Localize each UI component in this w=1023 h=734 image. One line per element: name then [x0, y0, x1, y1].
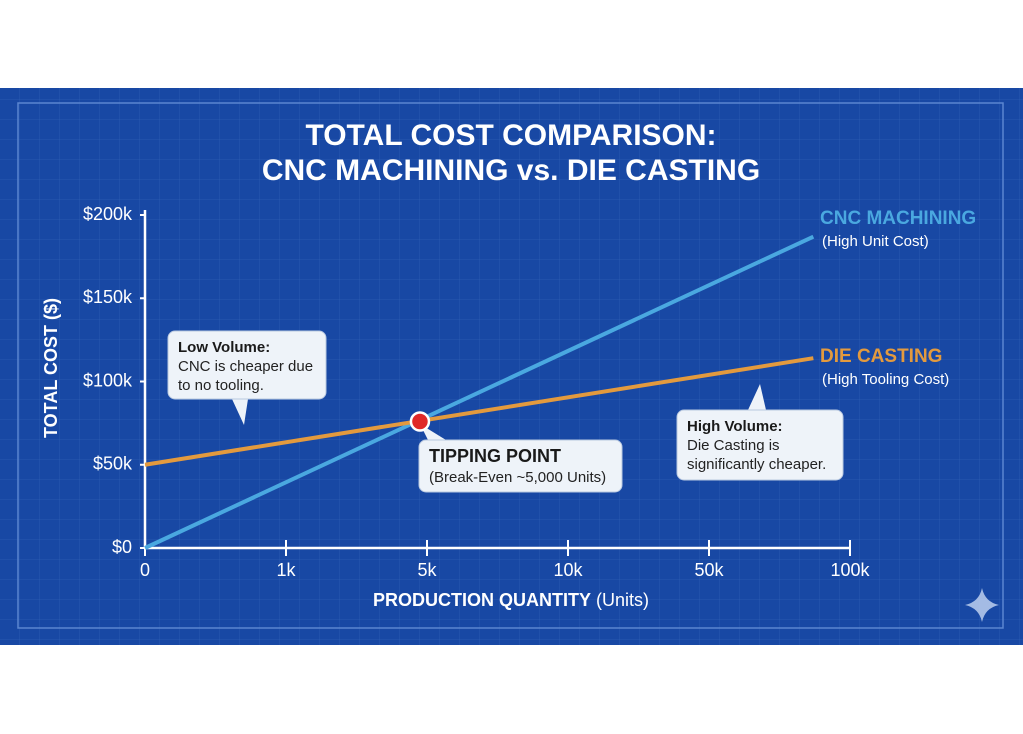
x-axis-label: PRODUCTION QUANTITY (Units)	[373, 590, 649, 610]
series-line	[144, 234, 815, 550]
callout-text: Die Casting is	[687, 437, 780, 454]
x-tick-label: 0	[140, 560, 150, 580]
y-tick-label: $200k	[83, 204, 133, 224]
panel-border	[17, 102, 1004, 629]
callout-pointer	[748, 384, 766, 410]
y-tick-label: $50k	[93, 454, 133, 474]
star-icon	[965, 588, 999, 622]
y-tick-label: $100k	[83, 370, 133, 390]
series-line	[144, 356, 814, 467]
legend-note: (High Tooling Cost)	[822, 371, 949, 388]
callout-title: High Volume:	[687, 418, 783, 435]
callout-title: Low Volume:	[178, 339, 270, 356]
legend-note: (High Unit Cost)	[822, 233, 929, 250]
chart-title: TOTAL COST COMPARISON:	[305, 119, 716, 152]
callout-text: to no tooling.	[178, 377, 264, 394]
callout-text: (Break-Even ~5,000 Units)	[429, 469, 606, 486]
callout-text: CNC is cheaper due	[178, 358, 313, 375]
tipping-point-marker	[409, 411, 431, 432]
callout-title: TIPPING POINT	[429, 446, 561, 466]
x-tick-label: 5k	[417, 560, 437, 580]
x-tick-label: 100k	[830, 560, 870, 580]
x-tick-label: 10k	[553, 560, 583, 580]
callout-text: significantly cheaper.	[687, 456, 826, 473]
legend-label: DIE CASTING	[820, 346, 942, 367]
callout-pointer	[232, 399, 248, 425]
legend-label: CNC MACHINING	[820, 208, 976, 229]
x-tick-label: 50k	[694, 560, 724, 580]
x-axis-label-main: PRODUCTION QUANTITY	[373, 590, 591, 610]
callout-box	[676, 409, 844, 481]
y-axis-label: TOTAL COST ($)	[41, 298, 61, 438]
x-tick-label: 1k	[276, 560, 296, 580]
callout-box	[167, 330, 327, 400]
chart-title: CNC MACHINING vs. DIE CASTING	[262, 154, 760, 187]
y-tick-label: $0	[112, 537, 132, 557]
x-axis-label-unit: (Units)	[596, 590, 649, 610]
callout-box	[418, 439, 623, 493]
y-tick-label: $150k	[83, 287, 133, 307]
